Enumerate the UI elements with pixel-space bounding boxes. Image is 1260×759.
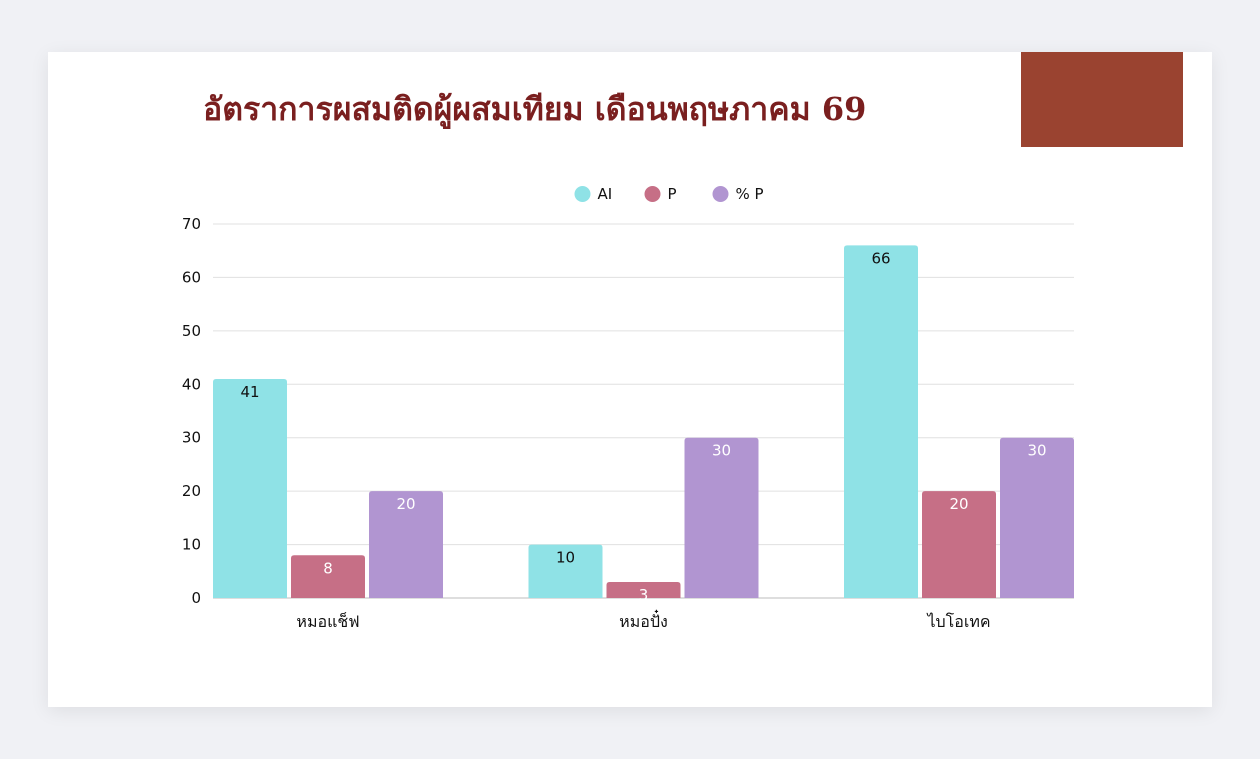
- x-tick-label: หมอแช็ฟ: [296, 611, 359, 631]
- bar: [369, 491, 443, 598]
- bar: [844, 245, 918, 598]
- y-tick-label: 50: [182, 322, 201, 340]
- legend-item: AI: [574, 185, 613, 203]
- chart-title: อัตราการผสมติดผู้ผสมเทียม เดือนพฤษภาคม 6…: [203, 90, 867, 128]
- data-label: 30: [1027, 442, 1046, 460]
- legend-item: % P: [712, 185, 764, 203]
- legend-swatch: [712, 186, 729, 202]
- accent-block: [1021, 52, 1183, 147]
- bar: [922, 491, 996, 598]
- bar: [606, 581, 681, 598]
- bar: [528, 544, 603, 598]
- y-tick-label: 60: [182, 268, 201, 286]
- y-tick-label: 40: [182, 375, 201, 393]
- legend-swatch: [574, 186, 591, 202]
- bar: [1000, 437, 1074, 598]
- data-label: 30: [712, 442, 731, 460]
- data-label: 20: [949, 495, 968, 513]
- legend-item: P: [644, 185, 677, 203]
- y-tick-label: 30: [182, 429, 201, 447]
- bar-chart: 0 10 20 30 40 50 60 70 41 8 20 หมอแช็ฟ 10 3 30 หมอปั๋ง 6…: [182, 185, 1074, 631]
- slide: อัตราการผสมติดผู้ผสมเทียม เดือนพฤษภาคม 6…: [48, 52, 1212, 707]
- x-tick-label: หมอปั๋ง: [619, 609, 668, 631]
- y-tick-label: 70: [182, 215, 201, 233]
- data-label: 3: [639, 586, 649, 604]
- data-label: 20: [396, 495, 415, 513]
- x-tick-label: ไบโอเทค: [925, 612, 990, 631]
- y-tick-label: 0: [191, 589, 201, 607]
- bar: [213, 378, 287, 598]
- bar: [684, 437, 759, 598]
- legend-label: AI: [598, 185, 613, 203]
- y-tick-label: 20: [182, 482, 201, 500]
- legend-label: % P: [736, 185, 764, 203]
- legend-label: P: [668, 185, 677, 203]
- bar: [291, 555, 365, 598]
- y-tick-label: 10: [182, 536, 201, 554]
- data-label: 66: [871, 249, 890, 267]
- legend-swatch: [644, 186, 661, 202]
- data-label: 10: [556, 549, 575, 567]
- data-label: 41: [240, 383, 259, 401]
- data-label: 8: [323, 559, 333, 577]
